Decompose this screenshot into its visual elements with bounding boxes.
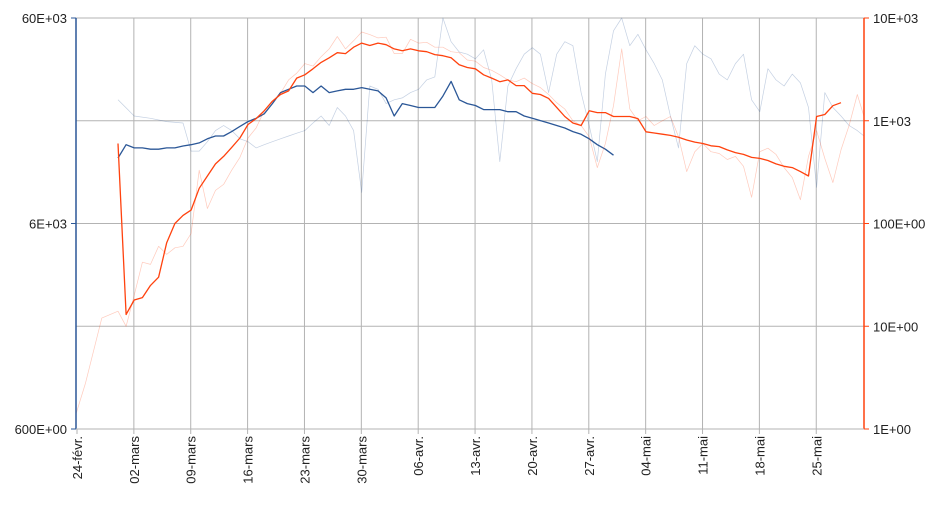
grid bbox=[76, 17, 864, 434]
x-tick-label: 11-mai bbox=[696, 436, 711, 475]
x-tick-label: 09-mars bbox=[184, 436, 199, 484]
left-y-tick-label: 600E+00 bbox=[15, 422, 67, 437]
x-tick-label: 25-mai bbox=[809, 436, 824, 476]
x-tick-label: 24-févr. bbox=[70, 436, 85, 479]
x-tick-label: 13-avr. bbox=[468, 436, 483, 476]
x-tick-label: 06-avr. bbox=[411, 436, 426, 476]
left-y-tick-label: 6E+03 bbox=[29, 217, 67, 232]
x-tick-label: 27-avr. bbox=[582, 436, 597, 476]
x-tick-label: 23-mars bbox=[297, 436, 312, 484]
x-tick-label: 02-mars bbox=[127, 436, 142, 484]
left-axis-solid-line bbox=[117, 80, 614, 159]
right-y-tick-label: 100E+00 bbox=[873, 217, 925, 232]
x-tick-label: 30-mars bbox=[354, 436, 369, 484]
x-tick-label: 18-mai bbox=[752, 436, 767, 476]
axes bbox=[71, 17, 869, 430]
tick-labels: 24-févr. 02-mars 09-mars 16-mars 23-mars 30-m… bbox=[15, 11, 926, 484]
x-tick-label: 04-mai bbox=[639, 436, 654, 476]
left-y-tick-label: 60E+03 bbox=[22, 11, 67, 26]
right-y-tick-label: 10E+03 bbox=[873, 11, 918, 26]
x-tick-label: 16-mars bbox=[241, 436, 256, 484]
left-axis-faint-line bbox=[117, 17, 865, 250]
series-layer bbox=[75, 17, 865, 421]
right-y-tick-label: 1E+00 bbox=[873, 422, 911, 437]
right-y-tick-label: 10E+00 bbox=[873, 319, 918, 334]
x-tick-label: 20-avr. bbox=[525, 436, 540, 476]
right-y-tick-label: 1E+03 bbox=[873, 114, 911, 129]
right-axis-solid-line bbox=[117, 42, 842, 316]
right-axis-faint-line bbox=[75, 31, 865, 421]
